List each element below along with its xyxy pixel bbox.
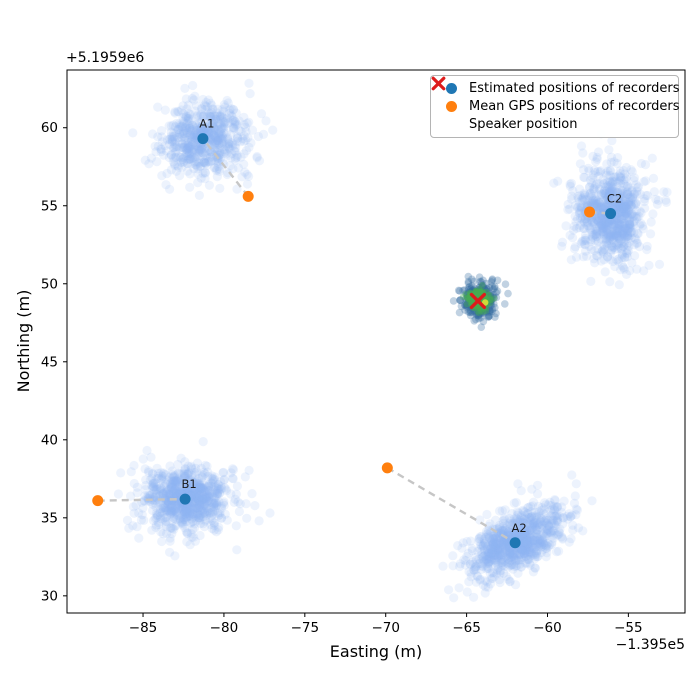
speaker-x-marker: [469, 292, 487, 310]
legend-item-mean-gps: Mean GPS positions of recorders: [439, 98, 680, 116]
estimated-dot-A1: [197, 133, 209, 145]
x-axis-offset-text: −1.395e5: [615, 637, 685, 653]
legend: Estimated positions of recorders Mean GP…: [430, 75, 680, 138]
connector-line-A1: [201, 137, 250, 198]
cluster-cloud-A1: [128, 78, 278, 200]
y-tick-label: 60: [41, 120, 58, 136]
plot-border: [66, 69, 686, 614]
mean-gps-dot-B1: [92, 495, 104, 507]
connector-line-A2: [386, 466, 516, 544]
y-tick-label: 45: [41, 354, 58, 370]
x-axis-label: Easting (m): [329, 642, 423, 661]
mean-gps-dot-C2: [584, 206, 596, 218]
cluster-cloud-B1: [113, 437, 275, 561]
y-tick-label: 50: [41, 276, 58, 292]
x-tick-label: −70: [371, 620, 400, 636]
legend-item-estimated: Estimated positions of recorders: [439, 80, 680, 98]
x-tick-label: −65: [452, 620, 481, 636]
y-tick-label: 35: [41, 510, 58, 526]
mean-gps-dot-icon: [439, 101, 463, 112]
estimated-dot-C2: [605, 208, 617, 220]
mean-gps-dot-A1: [242, 190, 254, 202]
y-tick-label: 30: [41, 588, 58, 604]
legend-label: Speaker position: [469, 116, 578, 132]
y-tick-label: 55: [41, 198, 58, 214]
legend-label: Mean GPS positions of recorders: [469, 99, 680, 114]
x-tick-label: −75: [291, 620, 320, 636]
x-tick-label: −85: [129, 620, 158, 636]
recorder-label-A2: A2: [512, 521, 527, 535]
y-axis-offset-text: +5.1959e6: [66, 50, 145, 66]
legend-item-speaker: Speaker position: [431, 76, 670, 133]
cluster-cloud-C2: [549, 129, 672, 290]
y-axis-label: Northing (m): [14, 289, 33, 393]
axis-ticks: −85 −80 −75 −70 −65 −60 −55 30 35 40 45 50 55 60: [41, 120, 643, 636]
estimated-dot-A2: [509, 537, 521, 549]
speaker-gps-dot: [482, 299, 489, 306]
y-tick-label: 40: [41, 432, 58, 448]
estimated-dot-B1: [179, 493, 191, 505]
x-tick-label: −80: [210, 620, 239, 636]
recorder-label-C2: C2: [607, 192, 622, 206]
recorder-label-B1: B1: [181, 477, 196, 491]
estimated-dot-icon: [439, 83, 463, 95]
connector-line-B1: [97, 497, 186, 502]
x-tick-label: −60: [533, 620, 562, 636]
mean-gps-dot-A2: [381, 462, 393, 474]
legend-label: Estimated positions of recorders: [469, 81, 680, 97]
recorder-label-A1: A1: [199, 117, 214, 131]
cluster-cloud-A2: [438, 470, 597, 603]
x-tick-label: −55: [614, 620, 643, 636]
